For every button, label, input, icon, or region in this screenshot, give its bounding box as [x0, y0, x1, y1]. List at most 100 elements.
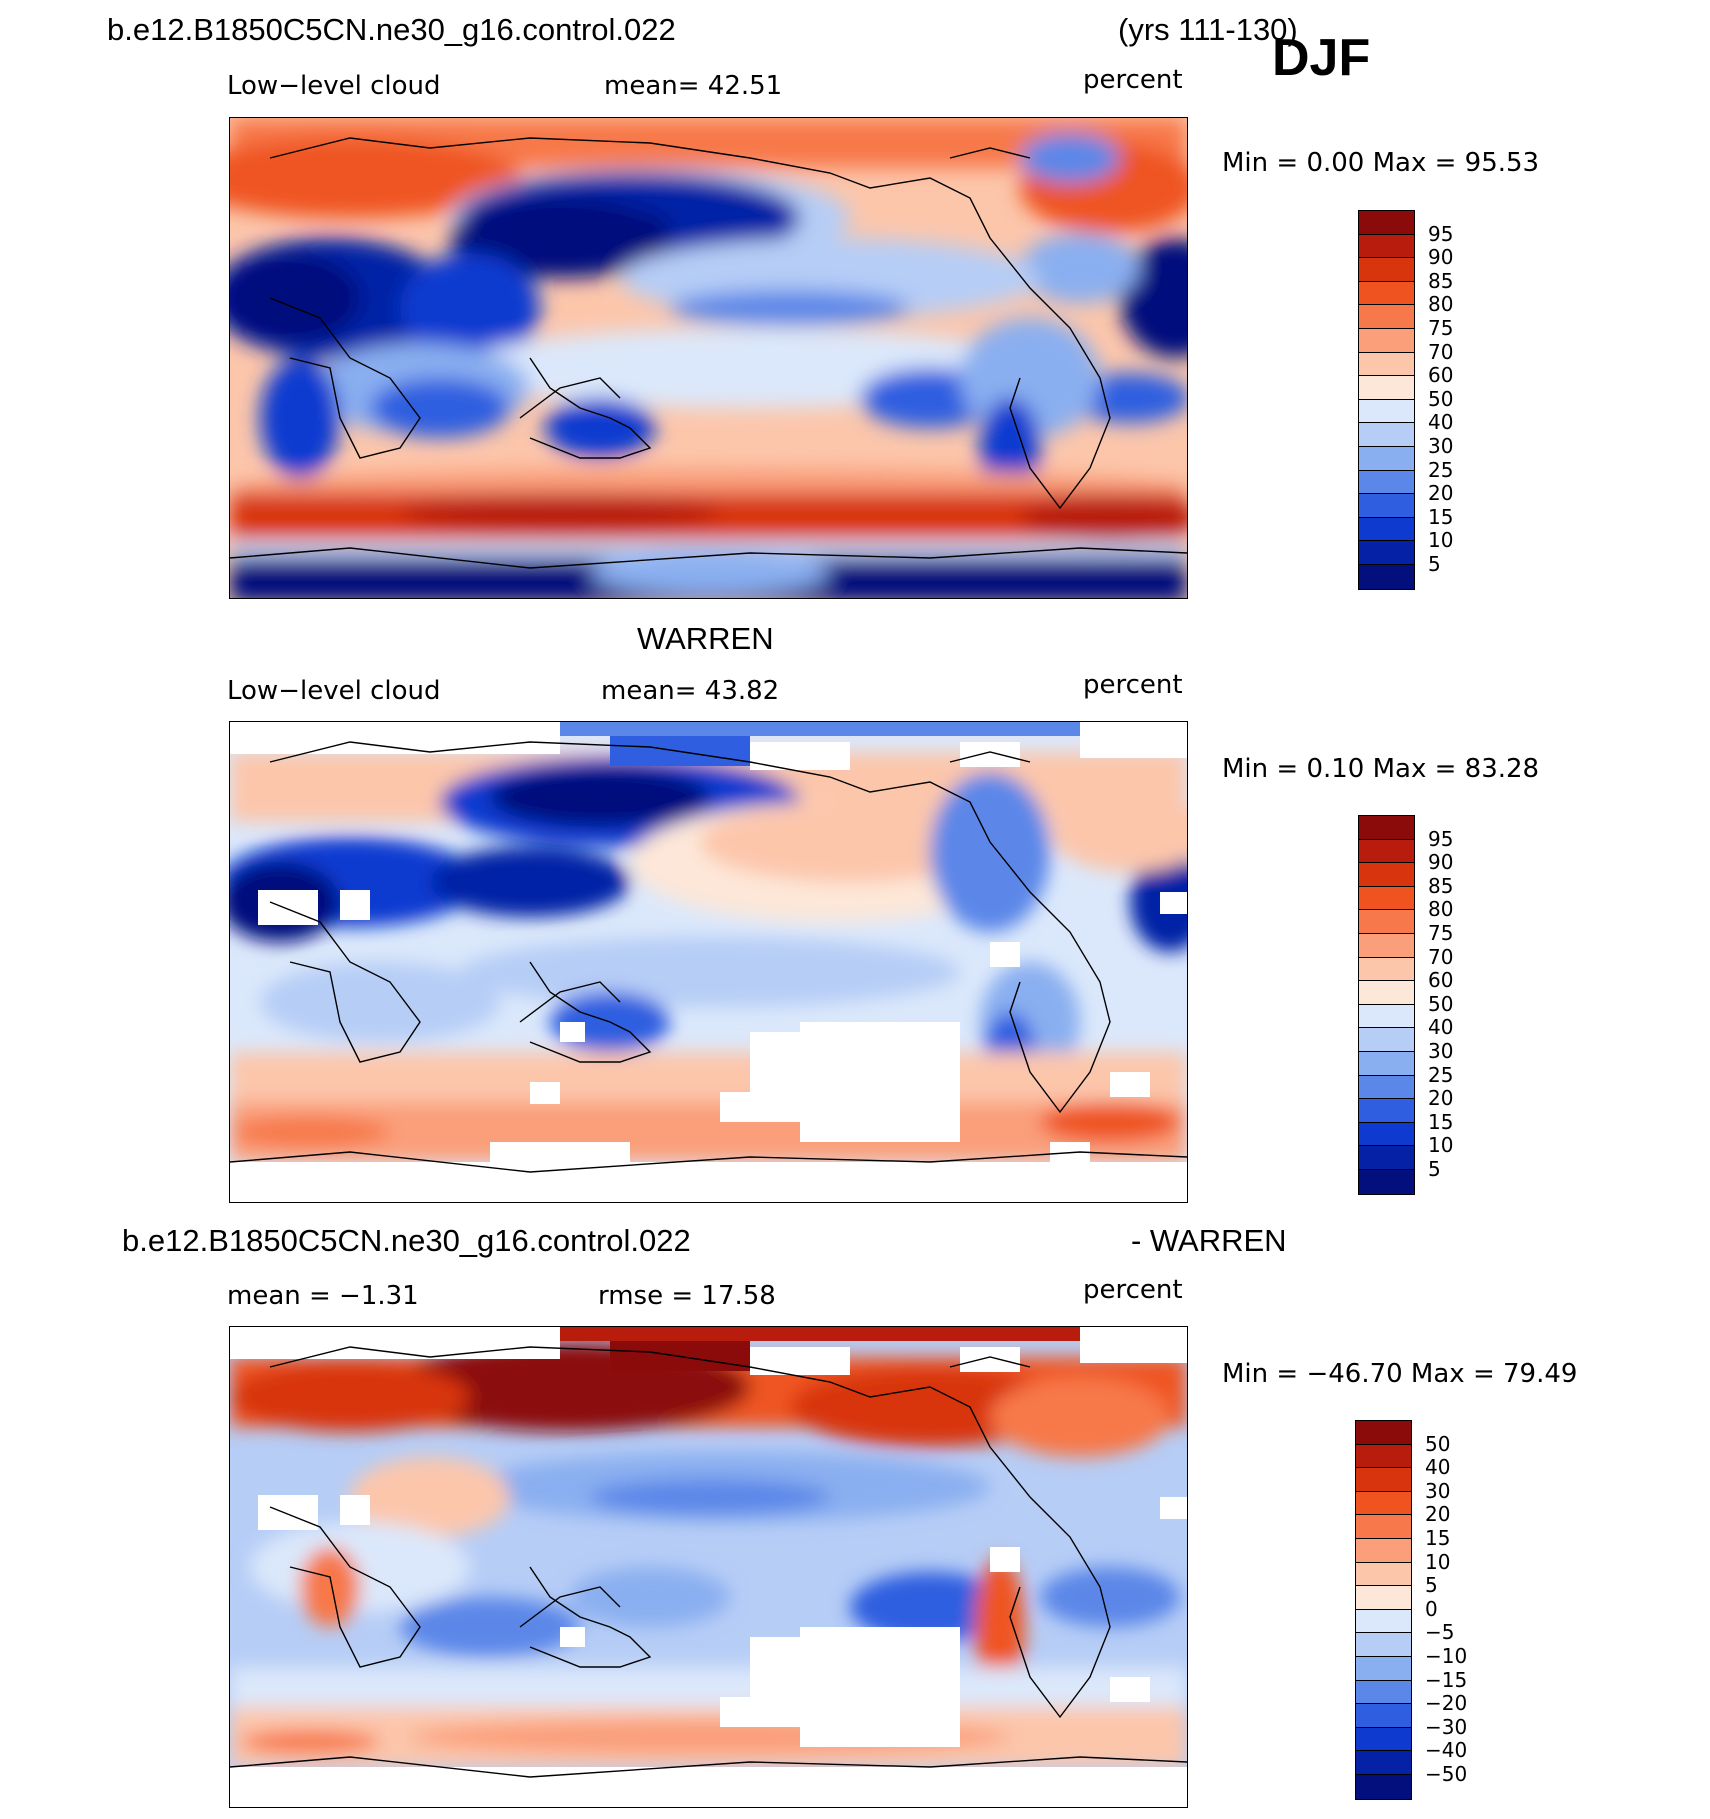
colorbar-tick-label: 10 — [1425, 1549, 1451, 1574]
colorbar-tick-label: 80 — [1428, 897, 1454, 922]
colorbar-swatch — [1359, 981, 1414, 1005]
colorbar-swatch — [1359, 541, 1414, 565]
colorbar-tick-label: 70 — [1428, 339, 1454, 364]
colorbar-tick-label: 75 — [1428, 316, 1454, 340]
colorbar-swatch — [1356, 1751, 1411, 1775]
colorbar-tick-label: 5 — [1428, 1157, 1441, 1181]
season-label: DJF — [1272, 29, 1371, 87]
panel2-mean: mean= 43.82 — [601, 676, 780, 706]
colorbar-tick-label: 40 — [1428, 1015, 1454, 1040]
colorbar-swatch — [1356, 1774, 1411, 1799]
panel1-map — [229, 117, 1188, 599]
colorbar-swatch — [1359, 494, 1414, 518]
colorbar-tick-label: 50 — [1428, 991, 1454, 1016]
colorbar-swatch — [1359, 816, 1414, 840]
panel2-units: percent — [1083, 670, 1183, 700]
colorbar-swatch — [1359, 863, 1414, 887]
colorbar-swatch — [1359, 211, 1414, 235]
colorbar-swatch — [1359, 423, 1414, 447]
colorbar-swatch — [1359, 328, 1414, 353]
colorbar-tick-label: 15 — [1428, 504, 1454, 529]
colorbar-tick-label: 85 — [1428, 268, 1454, 293]
colorbar-swatch — [1356, 1515, 1411, 1539]
colorbar-swatch — [1359, 1004, 1414, 1029]
colorbar-swatch — [1359, 564, 1414, 589]
colorbar-tick-label: 30 — [1428, 434, 1454, 458]
panel3-mean: mean = −1.31 — [227, 1281, 419, 1311]
colorbar-tick-label: 25 — [1428, 1062, 1454, 1087]
colorbar-swatch — [1359, 1051, 1414, 1076]
colorbar-tick-label: 50 — [1428, 386, 1454, 411]
colorbar-swatch — [1359, 957, 1414, 982]
colorbar-tick-label: 90 — [1428, 245, 1454, 270]
panel1-mean: mean= 42.51 — [604, 71, 783, 101]
panel2-variable: Low−level cloud — [227, 676, 441, 706]
panel3-map-field — [230, 1327, 1187, 1807]
colorbar-tick-label: −10 — [1425, 1644, 1468, 1668]
panel1-units: percent — [1083, 65, 1183, 95]
colorbar-tick-label: 30 — [1428, 1039, 1454, 1063]
colorbar-tick-label: 50 — [1425, 1431, 1451, 1456]
colorbar-tick-label: 70 — [1428, 944, 1454, 969]
colorbar-tick-label: −30 — [1425, 1714, 1468, 1739]
colorbar-tick-label: 40 — [1425, 1455, 1451, 1480]
colorbar-tick-label: −20 — [1425, 1691, 1468, 1716]
colorbar-tick-label: 5 — [1428, 552, 1441, 576]
colorbar-swatch — [1359, 1146, 1414, 1170]
years-label: (yrs 111-130) — [1118, 12, 1298, 47]
colorbar-tick-label: 15 — [1428, 1109, 1454, 1134]
colorbar-swatch — [1356, 1704, 1411, 1728]
colorbar-swatch — [1359, 910, 1414, 934]
colorbar-tick-label: −50 — [1425, 1762, 1468, 1786]
panel2-colorbar — [1358, 815, 1415, 1195]
colorbar-tick-label: −15 — [1425, 1667, 1468, 1692]
colorbar-tick-label: 40 — [1428, 410, 1454, 435]
colorbar-swatch — [1359, 1122, 1414, 1147]
colorbar-swatch — [1359, 305, 1414, 329]
colorbar-swatch — [1359, 933, 1414, 958]
colorbar-swatch — [1356, 1727, 1411, 1752]
colorbar-swatch — [1359, 839, 1414, 864]
colorbar-swatch — [1359, 399, 1414, 424]
panel2-map-field — [230, 722, 1187, 1202]
colorbar-swatch — [1359, 517, 1414, 542]
colorbar-tick-label: −5 — [1425, 1620, 1455, 1645]
colorbar-tick-label: 20 — [1425, 1502, 1451, 1527]
colorbar-swatch — [1356, 1468, 1411, 1492]
colorbar-tick-label: 25 — [1428, 457, 1454, 482]
colorbar-swatch — [1356, 1680, 1411, 1705]
colorbar-swatch — [1359, 1028, 1414, 1052]
colorbar-tick-label: 30 — [1425, 1478, 1451, 1503]
colorbar-tick-label: 75 — [1428, 921, 1454, 945]
case-title: b.e12.B1850C5CN.ne30_g16.control.022 — [107, 12, 676, 47]
colorbar-swatch — [1359, 1075, 1414, 1100]
colorbar-swatch — [1356, 1562, 1411, 1587]
colorbar-swatch — [1359, 352, 1414, 377]
panel3-minmax: Min = −46.70 Max = 79.49 — [1222, 1359, 1578, 1389]
colorbar-tick-label: 85 — [1428, 873, 1454, 898]
colorbar-swatch — [1356, 1586, 1411, 1610]
colorbar-tick-label: 0 — [1425, 1596, 1438, 1621]
panel3-colorbar — [1355, 1420, 1412, 1800]
colorbar-tick-label: 90 — [1428, 850, 1454, 875]
colorbar-tick-label: 10 — [1428, 528, 1454, 553]
colorbar-swatch — [1359, 1099, 1414, 1123]
panel3-title-right: - WARREN — [1131, 1223, 1287, 1258]
colorbar-tick-label: 95 — [1428, 221, 1454, 246]
colorbar-tick-label: 20 — [1428, 1086, 1454, 1111]
colorbar-swatch — [1356, 1656, 1411, 1681]
colorbar-swatch — [1356, 1491, 1411, 1516]
colorbar-tick-label: 60 — [1428, 968, 1454, 993]
colorbar-tick-label: 80 — [1428, 292, 1454, 317]
colorbar-swatch — [1356, 1538, 1411, 1563]
panel1-variable: Low−level cloud — [227, 71, 441, 101]
colorbar-swatch — [1359, 281, 1414, 306]
colorbar-tick-label: 95 — [1428, 826, 1454, 851]
panel1-colorbar — [1358, 210, 1415, 590]
colorbar-swatch — [1359, 234, 1414, 259]
colorbar-swatch — [1359, 886, 1414, 911]
panel2-title: WARREN — [637, 621, 774, 656]
colorbar-tick-label: −40 — [1425, 1738, 1468, 1763]
colorbar-swatch — [1356, 1421, 1411, 1445]
panel3-title-left: b.e12.B1850C5CN.ne30_g16.control.022 — [122, 1223, 691, 1258]
